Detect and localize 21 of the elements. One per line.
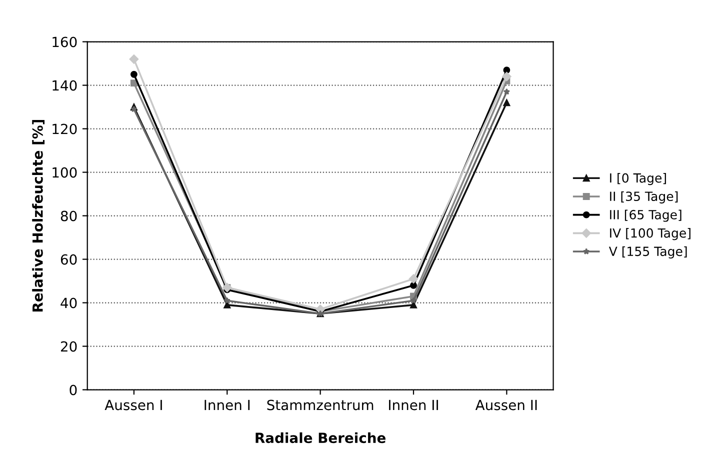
y-tick-label: 160: [52, 36, 77, 48]
y-tick-label: 60: [60, 254, 77, 265]
y-tick-label: 0: [70, 384, 77, 396]
y-tick-label: 20: [60, 341, 77, 352]
y-tick-label: 140: [52, 80, 77, 91]
legend-label: II [35 Tage]: [610, 191, 678, 204]
legend-label: III [65 Tage]: [610, 210, 682, 222]
y-tick-label: 100: [52, 167, 77, 178]
x-tick-label: Aussen I: [104, 400, 162, 410]
y-tick-label: 120: [52, 124, 77, 134]
x-tick-label: Aussen II: [475, 400, 537, 410]
y-tick-label: 40: [60, 298, 77, 308]
y-tick-label: 80: [60, 210, 77, 222]
x-tick-label: Innen II: [389, 400, 438, 410]
legend-label: I [0 Tage]: [610, 173, 666, 186]
x-tick-label: Innen I: [204, 400, 250, 410]
x-tick-label: Stammzentrum: [267, 400, 374, 410]
y-axis-title: Relative Holzfeuchte [%]: [32, 120, 45, 312]
legend-label: V [155 Tage]: [608, 246, 687, 259]
legend-label: IV [100 Tage]: [610, 228, 690, 240]
x-axis-title: Radiale Bereiche: [256, 432, 386, 444]
